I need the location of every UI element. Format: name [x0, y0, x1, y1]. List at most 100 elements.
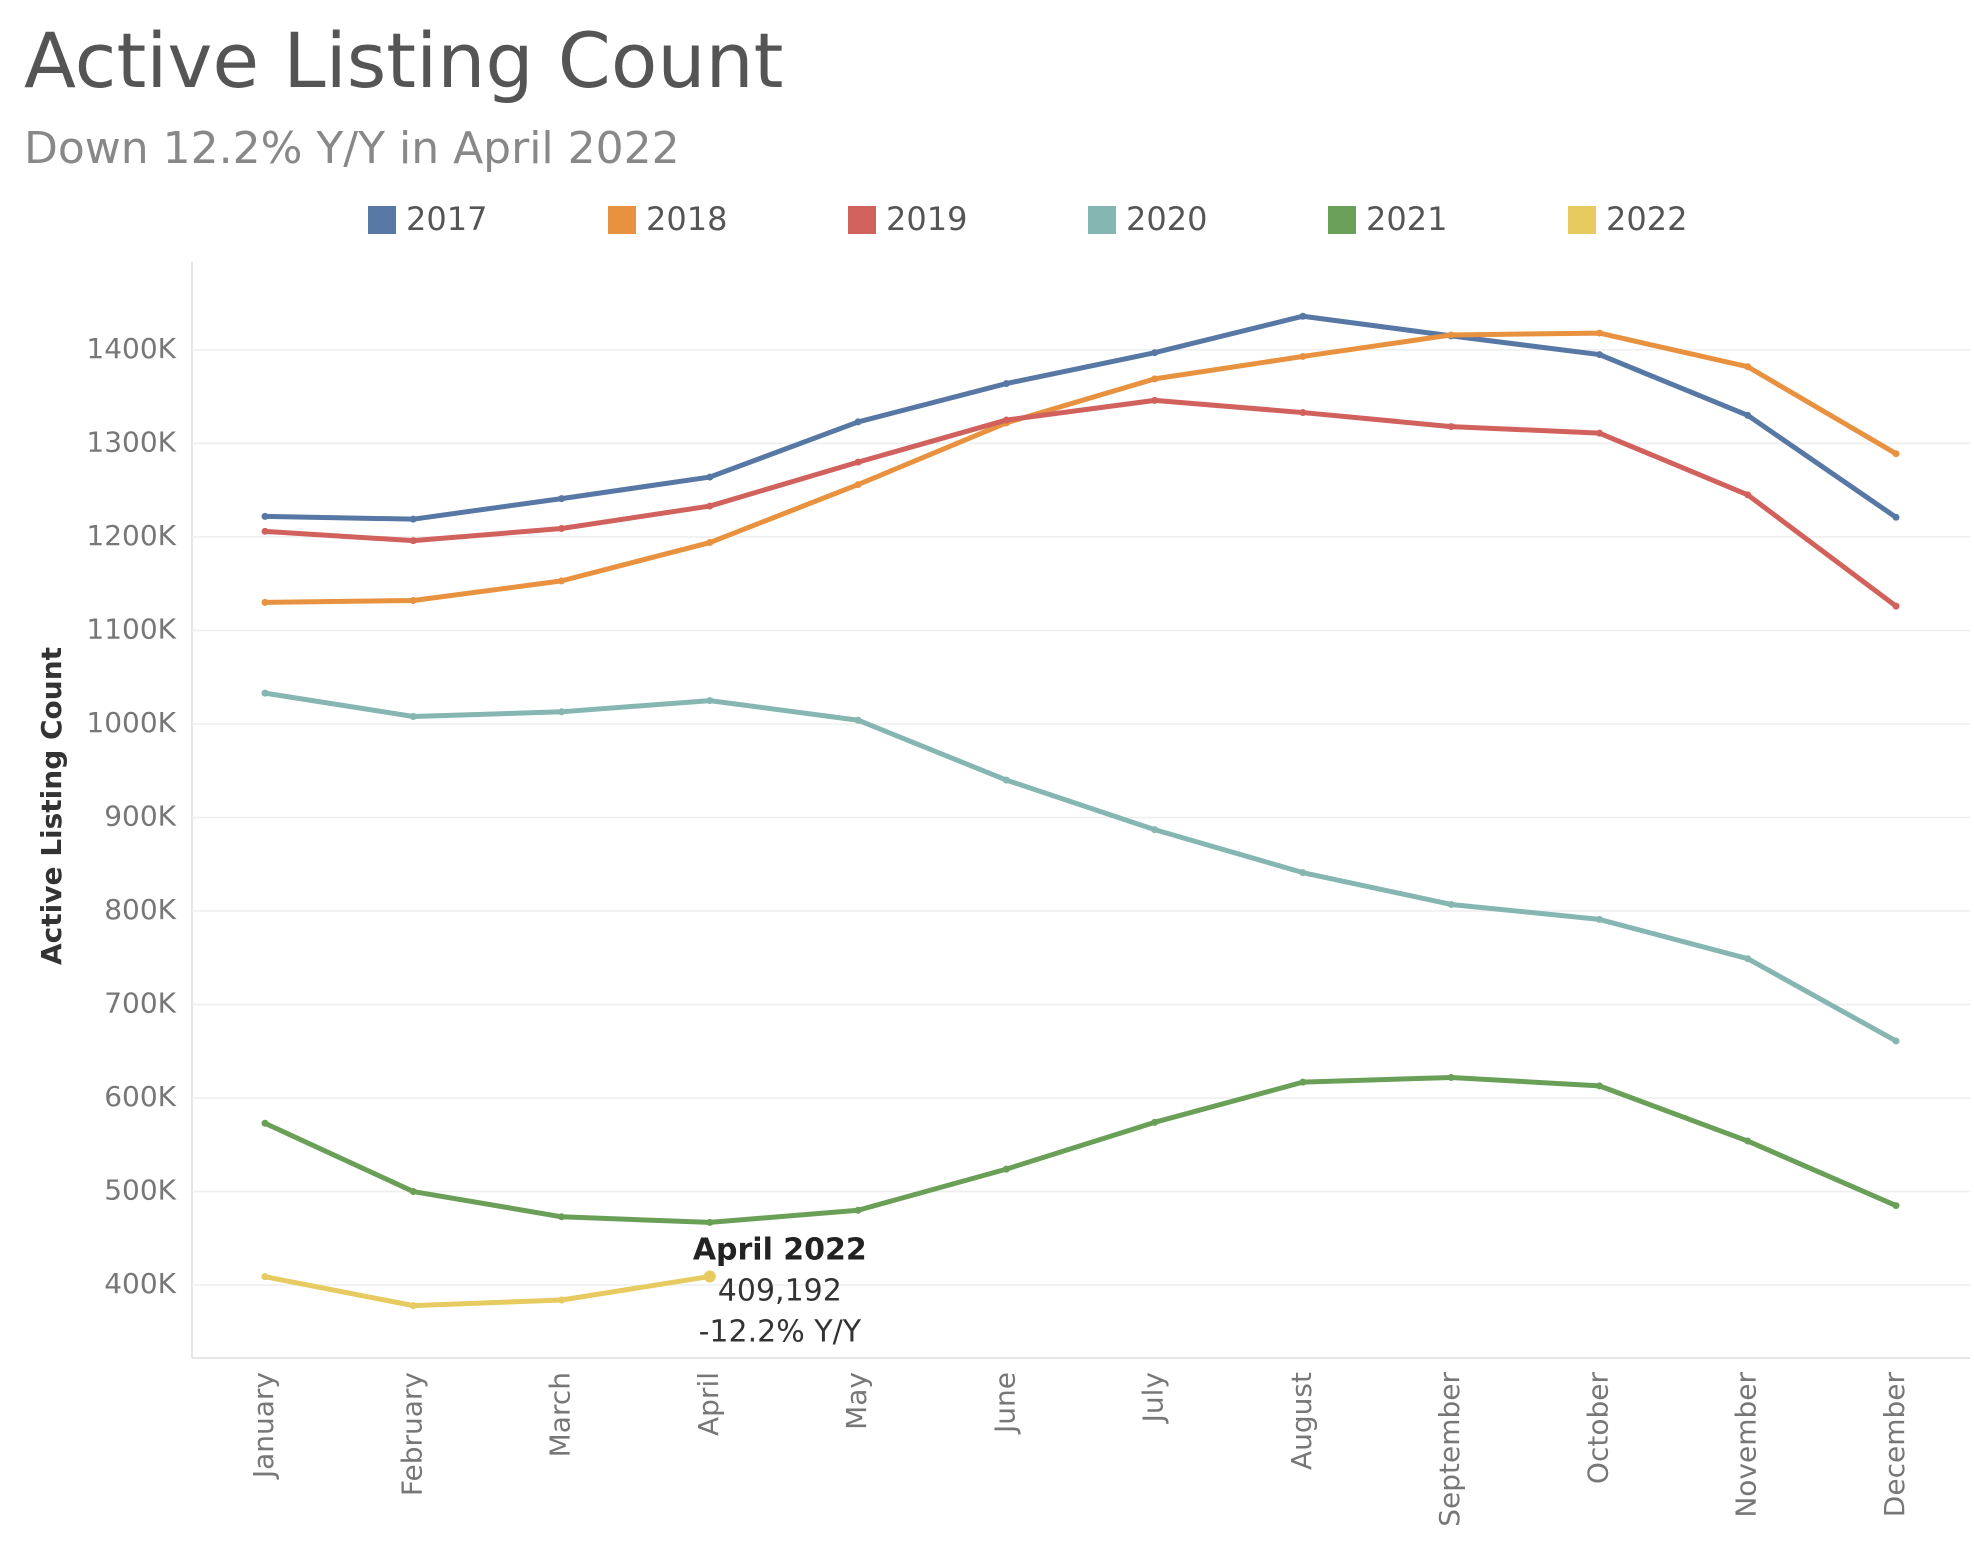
y-tick-label: 1300K	[86, 425, 176, 458]
point	[1447, 331, 1455, 339]
legend-label: 2019	[886, 200, 967, 238]
point	[1595, 1082, 1603, 1090]
point	[1151, 1118, 1159, 1126]
series-line	[264, 1273, 711, 1309]
y-tick-label: 900K	[104, 799, 176, 832]
x-tick-label: December	[1878, 1372, 1911, 1518]
point	[1744, 955, 1752, 963]
x-tick-label: February	[395, 1372, 428, 1496]
y-tick-label: 700K	[104, 987, 176, 1020]
annotation-value: 409,192	[718, 1274, 842, 1309]
y-tick-label: 1000K	[86, 706, 176, 739]
point	[558, 495, 566, 503]
series-line	[264, 330, 1898, 605]
point	[261, 1273, 269, 1281]
point	[706, 539, 714, 547]
annotation-title: April 2022	[693, 1233, 867, 1268]
series-line	[264, 397, 1898, 609]
x-tick-label: November	[1730, 1372, 1763, 1518]
x-tick-label: March	[544, 1372, 577, 1457]
point	[1151, 396, 1159, 404]
y-axis-title: Active Listing Count	[35, 647, 68, 965]
y-tick-label: 600K	[104, 1080, 176, 1113]
point	[854, 458, 862, 466]
annotation-point	[703, 1270, 716, 1283]
legend-label: 2020	[1126, 200, 1207, 238]
point	[1002, 776, 1010, 784]
point	[854, 481, 862, 489]
x-tick-label: August	[1285, 1372, 1318, 1470]
series-line	[263, 1074, 1897, 1225]
series-line	[264, 313, 1898, 522]
y-tick-label: 1200K	[86, 519, 176, 552]
legend-label: 2021	[1366, 200, 1447, 238]
legend-label: 2018	[646, 200, 727, 238]
point	[1892, 513, 1900, 521]
legend-label: 2017	[406, 200, 487, 238]
legend-label: 2022	[1606, 200, 1687, 238]
point	[1299, 869, 1307, 877]
point	[558, 708, 566, 716]
point	[1299, 352, 1307, 360]
x-tick-label: April	[692, 1372, 725, 1436]
point	[261, 527, 269, 535]
point	[558, 1296, 566, 1304]
point	[1744, 1137, 1752, 1145]
point	[409, 712, 417, 720]
legend-swatch	[1088, 206, 1116, 234]
point	[706, 1218, 714, 1226]
point	[1299, 409, 1307, 417]
point	[706, 473, 714, 481]
point	[1595, 429, 1603, 437]
point	[409, 1302, 417, 1310]
point	[1447, 1073, 1455, 1081]
point	[409, 515, 417, 523]
x-tick-label: September	[1433, 1372, 1466, 1527]
point	[854, 1206, 862, 1214]
point	[706, 697, 714, 705]
point	[1744, 363, 1752, 371]
point	[1744, 491, 1752, 499]
point	[1002, 1165, 1010, 1173]
point	[1299, 312, 1307, 320]
point	[1151, 375, 1159, 383]
legend-swatch	[1328, 206, 1356, 234]
point	[1447, 423, 1455, 431]
point	[1892, 1037, 1900, 1045]
point	[1151, 349, 1159, 357]
legend-swatch	[848, 206, 876, 234]
point	[1595, 329, 1603, 337]
x-tick-label: July	[1137, 1372, 1170, 1424]
point	[409, 1188, 417, 1196]
point	[1892, 602, 1900, 610]
chart-subtitle: Down 12.2% Y/Y in April 2022	[24, 123, 680, 174]
point	[1595, 351, 1603, 359]
y-tick-label: 800K	[104, 893, 176, 926]
y-tick-label: 1100K	[86, 612, 176, 645]
point	[1892, 450, 1900, 458]
point	[261, 1119, 269, 1127]
point	[409, 537, 417, 545]
x-tick-label: May	[840, 1372, 873, 1430]
x-tick-label: January	[247, 1372, 280, 1480]
point	[706, 502, 714, 510]
point	[261, 689, 269, 697]
point	[1595, 915, 1603, 923]
chart-title: Active Listing Count	[24, 16, 783, 105]
point	[261, 512, 269, 520]
point	[854, 716, 862, 724]
legend-swatch	[1568, 206, 1596, 234]
point	[1151, 826, 1159, 834]
x-tick-label: October	[1581, 1372, 1614, 1485]
y-tick-label: 400K	[104, 1267, 176, 1300]
point	[1002, 380, 1010, 388]
point	[1744, 411, 1752, 419]
series-line	[264, 690, 1898, 1044]
point	[409, 597, 417, 605]
y-tick-label: 1400K	[86, 332, 176, 365]
point	[1447, 900, 1455, 908]
point	[854, 418, 862, 426]
legend-swatch	[608, 206, 636, 234]
